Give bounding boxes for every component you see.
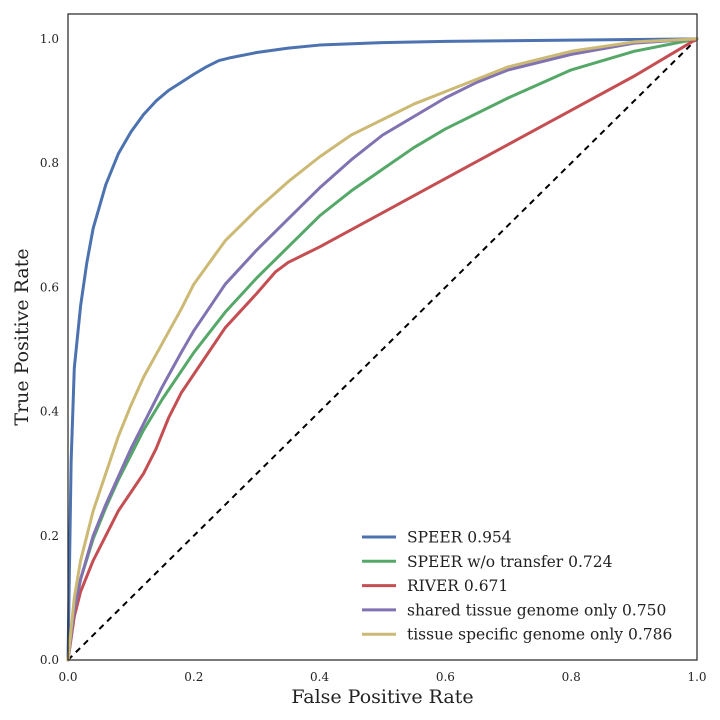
y-tick-label: 0.6 (40, 280, 59, 294)
x-tick-label: 0.8 (562, 670, 581, 684)
x-tick-label: 0.0 (58, 670, 77, 684)
legend-entry-label: RIVER 0.671 (407, 577, 508, 595)
x-axis-label: False Positive Rate (291, 686, 473, 708)
legend-entry-label: tissue specific genome only 0.786 (407, 626, 672, 644)
x-tick-label: 0.2 (184, 670, 203, 684)
legend-entry-label: shared tissue genome only 0.750 (407, 601, 666, 619)
axis-ticks: 0.0 0.2 0.4 0.6 0.8 1.0 0.0 0.2 0.4 0.6 0.8 1.0 (40, 32, 707, 684)
y-axis-label: True Positive Rate (11, 248, 33, 425)
chance-diagonal-line (67, 38, 698, 661)
roc-curve-3 (66, 37, 699, 662)
y-tick-label: 0.4 (40, 405, 59, 419)
y-tick-label: 0.8 (40, 156, 59, 170)
y-tick-label: 1.0 (40, 32, 59, 46)
x-tick-label: 1.0 (687, 670, 706, 684)
x-tick-label: 0.4 (310, 670, 329, 684)
x-tick-label: 0.6 (436, 670, 455, 684)
legend-entry-label: SPEER w/o transfer 0.724 (407, 553, 613, 571)
y-tick-label: 0.2 (40, 529, 59, 543)
axes-frame (67, 13, 698, 661)
legend: SPEER 0.954 SPEER w/o transfer 0.724 RIVER… (362, 529, 672, 644)
y-tick-label: 0.0 (40, 653, 59, 667)
legend-entry-label: SPEER 0.954 (407, 529, 512, 547)
roc-curve-4 (66, 37, 699, 662)
plot-area (66, 37, 699, 662)
roc-curve-5 (66, 37, 699, 662)
roc-curve-1 (66, 37, 699, 662)
